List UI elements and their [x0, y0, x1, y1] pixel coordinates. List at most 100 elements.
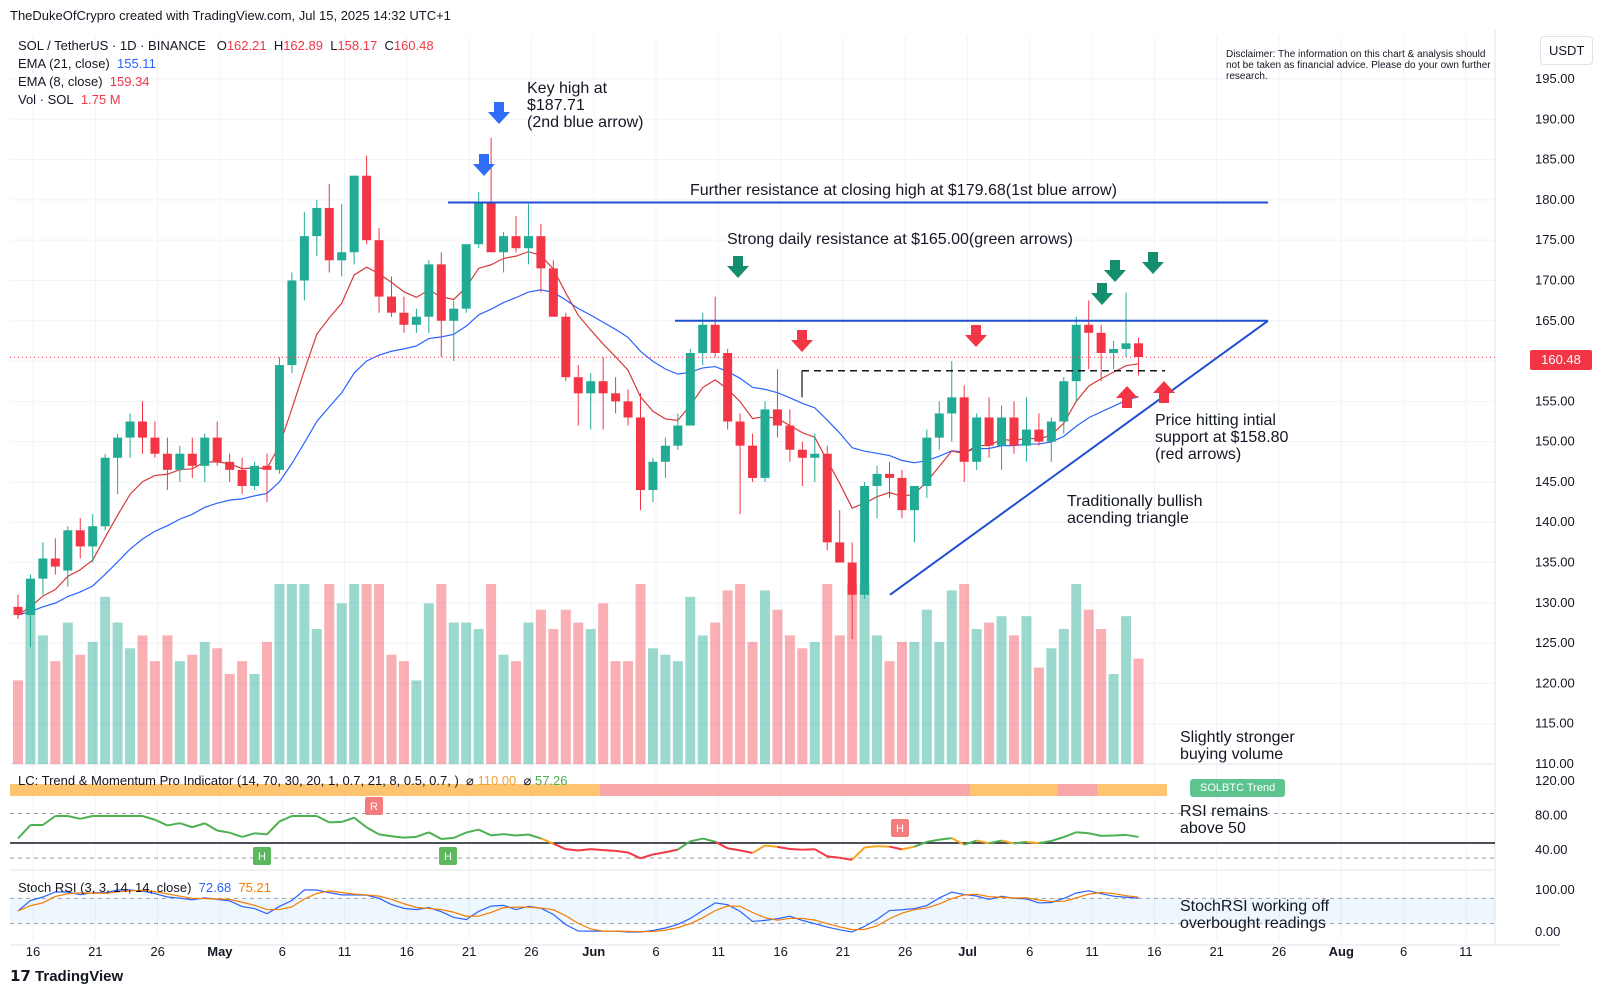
volume-legend[interactable]: Vol · SOL 1.75 M: [18, 92, 121, 107]
rsi-line-segment: [254, 832, 268, 836]
signal-marker-label: H: [896, 823, 904, 835]
rsi-line-segment: [391, 835, 405, 839]
support-line-1: Price hitting intial: [1155, 412, 1276, 429]
indicator-axis-tick: 120.00: [1535, 773, 1575, 788]
time-axis-tick: 11: [338, 944, 352, 959]
candle-body: [312, 207, 322, 237]
green-arrow: [1142, 252, 1164, 274]
rsi-line-segment: [578, 848, 591, 852]
volume-value: 1.75 M: [80, 92, 121, 107]
rsi-line-segment: [727, 847, 741, 852]
trend-bar-segment: [600, 784, 970, 796]
volume-bar: [797, 648, 808, 764]
key-high-annotation: Key high at $187.71 (2nd blue arrow): [527, 80, 644, 131]
volume-bar: [809, 641, 820, 764]
volume-bar: [548, 629, 559, 764]
candle-body: [1059, 381, 1069, 422]
volume-annotation: Slightly stronger buying volume: [1180, 729, 1295, 763]
ema8-legend[interactable]: EMA (8, close) 159.34: [18, 74, 150, 89]
volume-bar: [697, 635, 708, 764]
stoch-line-2: overbought readings: [1180, 915, 1326, 932]
price-axis-tick: 145.00: [1535, 474, 1575, 489]
open-label: O: [216, 38, 227, 53]
rsi-line-segment: [1038, 840, 1052, 845]
price-axis-tick: 195.00: [1535, 71, 1575, 86]
rsi-line-1: RSI remains: [1180, 803, 1269, 820]
candle-body: [847, 562, 857, 595]
rsi-line-segment: [739, 849, 753, 854]
symbol-legend[interactable]: SOL / TetherUS · 1D · BINANCE O162.21 H1…: [18, 38, 434, 53]
volume-bar: [672, 661, 683, 764]
volume-bar: [959, 584, 970, 764]
candle-body: [598, 381, 608, 394]
candle-body: [162, 453, 172, 470]
ema8-value: 159.34: [109, 74, 150, 89]
close-value: 160.48: [393, 38, 434, 53]
ema21-value: 155.11: [117, 56, 156, 71]
signal-marker: [365, 797, 383, 815]
candle-body: [362, 175, 372, 241]
candle-body: [934, 413, 944, 438]
candle-body: [50, 558, 60, 567]
price-axis-tick: 180.00: [1535, 192, 1575, 207]
rsi-line-segment: [465, 828, 479, 834]
volume-bar: [1058, 629, 1069, 764]
volume-bar: [374, 584, 385, 764]
signal-marker: [439, 847, 457, 865]
rsi-line-segment: [453, 831, 467, 839]
volume-bar: [324, 584, 335, 764]
volume-bar: [859, 584, 870, 764]
candle-body: [748, 445, 758, 478]
candle-body: [984, 417, 994, 446]
time-axis-tick: Jun: [582, 944, 605, 959]
price-axis-tick: 120.00: [1535, 675, 1575, 690]
rsi-line-segment: [627, 851, 641, 860]
volume-bar: [473, 629, 484, 764]
stoch-d-value: 75.21: [238, 880, 271, 895]
price-axis-tick: 175.00: [1535, 232, 1575, 247]
time-axis-tick: 11: [712, 944, 726, 959]
low-label: L: [330, 38, 338, 53]
blue-arrow-1: [473, 154, 495, 176]
rsi-line-segment: [540, 837, 554, 845]
solbtc-trend-badge: SOLBTC Trend: [1190, 779, 1286, 797]
rsi-line-segment: [154, 818, 168, 827]
stoch-band: [10, 898, 1495, 924]
volume-bar: [610, 661, 621, 764]
time-axis-tick: 6: [652, 944, 659, 959]
indicator-legend[interactable]: LC: Trend & Momentum Pro Indicator (14, …: [18, 773, 568, 789]
candle-body: [586, 381, 596, 394]
time-axis-tick: 16: [26, 944, 40, 959]
candle-body: [349, 175, 359, 253]
price-axis-tick: 115.00: [1535, 716, 1574, 731]
volume-bar: [237, 661, 248, 764]
rsi-line-segment: [279, 815, 293, 823]
rsi-line-segment: [752, 844, 766, 854]
currency-button[interactable]: USDT: [1540, 36, 1594, 65]
volume-bar: [772, 609, 783, 764]
candle-body: [797, 449, 807, 458]
candle-body: [138, 421, 147, 438]
volume-bar: [1083, 609, 1094, 764]
stoch-legend[interactable]: Stoch RSI (3, 3, 14, 14, close) 72.68 75…: [18, 880, 271, 895]
candle-body: [1046, 421, 1056, 442]
tradingview-logo[interactable]: 𝟭𝟳 TradingView: [10, 967, 123, 985]
volume-bar: [62, 622, 73, 764]
volume-bar: [311, 629, 322, 764]
volume-bar: [523, 622, 534, 764]
volume-bar: [286, 584, 297, 764]
rsi-line-segment: [552, 842, 567, 851]
price-axis-tick: 130.00: [1535, 595, 1575, 610]
rsi-line-segment: [814, 848, 828, 858]
triangle-line-2: acending triangle: [1067, 510, 1189, 527]
indicator-axis-tick: 80.00: [1535, 808, 1568, 823]
ema21-legend[interactable]: EMA (21, close) 155.11: [18, 56, 156, 71]
volume-bar: [1021, 616, 1032, 764]
rsi-line-segment: [665, 848, 679, 854]
price-axis-tick: 185.00: [1535, 152, 1575, 167]
time-axis-tick: 11: [1085, 944, 1099, 959]
volume-bar: [299, 584, 310, 764]
rsi-line-segment: [179, 822, 193, 829]
price-axis-tick: 125.00: [1535, 635, 1575, 650]
